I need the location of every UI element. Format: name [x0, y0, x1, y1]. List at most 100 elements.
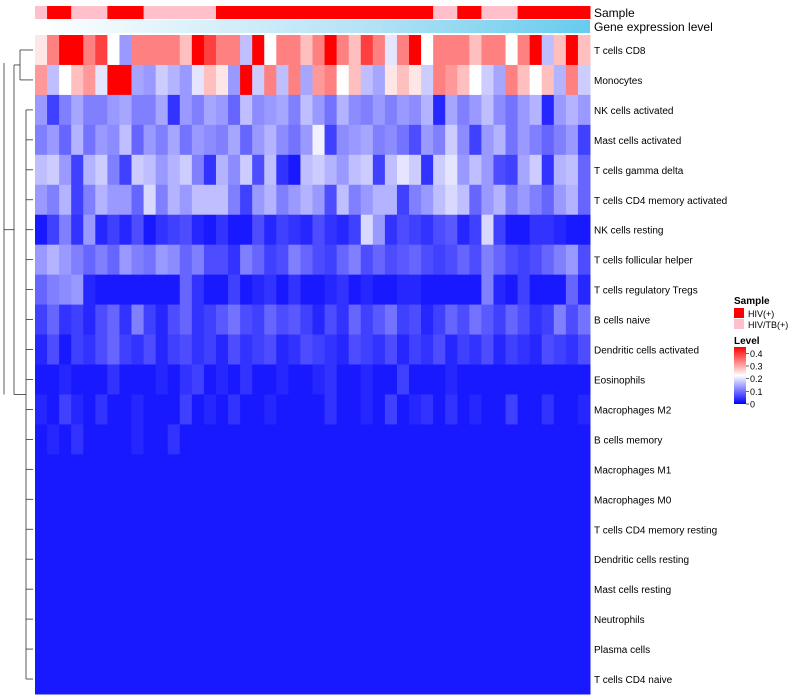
- heatmap-cell: [119, 304, 133, 336]
- heatmap-cell: [348, 304, 362, 336]
- heatmap-cell: [276, 514, 289, 545]
- heatmap-cell: [155, 124, 169, 156]
- row-label: Dendritic cells activated: [594, 346, 699, 357]
- heatmap-cell: [384, 664, 398, 695]
- heatmap-cell: [83, 124, 96, 156]
- heatmap-cell: [228, 334, 241, 365]
- heatmap-cell: [131, 424, 145, 455]
- heatmap-cell: [95, 454, 108, 485]
- heatmap-cell: [445, 514, 458, 545]
- heatmap-cell: [71, 304, 84, 336]
- sample-annotation-cell: [252, 6, 265, 19]
- row-label: T cells CD8: [594, 46, 646, 57]
- heatmap-cell: [372, 604, 386, 635]
- heatmap-cell: [59, 544, 72, 575]
- heatmap-cell: [143, 604, 157, 635]
- heatmap-cell: [288, 484, 301, 515]
- heatmap-cell: [553, 35, 567, 66]
- heatmap-cell: [324, 64, 338, 96]
- heatmap-cell: [203, 634, 217, 665]
- heatmap-cell: [372, 514, 386, 545]
- heatmap-cell: [541, 664, 555, 695]
- heatmap-cell: [95, 394, 108, 425]
- heatmap-cell: [481, 154, 494, 186]
- heatmap-cell: [324, 214, 338, 246]
- heatmap-cell: [457, 244, 470, 276]
- heatmap-cell: [409, 124, 422, 156]
- heatmap-cell: [360, 574, 374, 605]
- heatmap-cell: [457, 274, 470, 306]
- heatmap-cell: [240, 394, 253, 425]
- heatmap-cell: [71, 154, 84, 186]
- heatmap-cell: [107, 94, 120, 126]
- heatmap-cell: [191, 604, 205, 635]
- heatmap-cell: [143, 304, 157, 336]
- heatmap-cell: [553, 304, 567, 336]
- row-label: Mast cells activated: [594, 136, 681, 147]
- heatmap-cell: [324, 304, 338, 336]
- heatmap-cell: [35, 334, 48, 365]
- row-label: T cells CD4 naive: [594, 675, 673, 686]
- heatmap-cell: [457, 634, 470, 665]
- heatmap-cell: [445, 214, 458, 246]
- row-label: NK cells resting: [594, 226, 663, 237]
- row-label: T cells CD4 memory resting: [594, 525, 717, 536]
- sample-annotation-cell: [203, 6, 217, 19]
- heatmap-cell: [71, 484, 84, 515]
- heatmap-cell: [505, 514, 519, 545]
- heatmap-cell: [107, 634, 120, 665]
- heatmap-cell: [167, 214, 181, 246]
- heatmap-cell: [71, 364, 84, 395]
- heatmap-cell: [276, 364, 289, 395]
- heatmap-cell: [83, 154, 96, 186]
- heatmap-cell: [409, 544, 422, 575]
- heatmap-cell: [577, 454, 591, 485]
- heatmap-cell: [505, 544, 519, 575]
- sample-annotation-cell: [457, 6, 470, 19]
- heatmap-cell: [529, 514, 543, 545]
- heatmap-cell: [505, 424, 519, 455]
- heatmap-cell: [553, 274, 567, 306]
- heatmap-cell: [469, 304, 482, 336]
- heatmap-cell: [59, 364, 72, 395]
- heatmap-cell: [131, 304, 145, 336]
- heatmap-cell: [47, 334, 60, 365]
- heatmap-cell: [167, 394, 181, 425]
- heatmap-cell: [215, 634, 229, 665]
- heatmap-cell: [493, 124, 507, 156]
- heatmap-cell: [228, 184, 241, 216]
- heatmap-cell: [421, 484, 434, 515]
- heatmap-cell: [215, 334, 229, 365]
- heatmap-cell: [409, 634, 422, 665]
- heatmap-cell: [155, 244, 169, 276]
- heatmap-cell: [240, 94, 253, 126]
- heatmap-cell: [155, 64, 169, 96]
- heatmap-cell: [481, 364, 494, 395]
- heatmap-cell: [179, 124, 193, 156]
- sample-annotation-cell: [372, 6, 386, 19]
- heatmap-cell: [95, 514, 108, 545]
- heatmap-cell: [493, 484, 507, 515]
- heatmap-cell: [143, 484, 157, 515]
- heatmap-cell: [288, 35, 301, 66]
- heatmap-cell: [324, 334, 338, 365]
- heatmap-cell: [565, 274, 579, 306]
- heatmap-cell: [517, 154, 531, 186]
- heatmap-cell: [421, 154, 434, 186]
- heatmap-cell: [83, 514, 96, 545]
- heatmap-cell: [203, 484, 217, 515]
- heatmap-cell: [457, 94, 470, 126]
- heatmap-cell: [312, 484, 326, 515]
- heatmap-cell: [553, 424, 567, 455]
- heatmap-cell: [348, 364, 362, 395]
- heatmap-cell: [155, 394, 169, 425]
- heatmap-cell: [215, 274, 229, 306]
- heatmap-cell: [95, 244, 108, 276]
- heatmap-cell: [215, 35, 229, 66]
- heatmap-cell: [276, 574, 289, 605]
- heatmap-cell: [35, 154, 48, 186]
- heatmap-cell: [119, 454, 133, 485]
- heatmap-cell: [348, 454, 362, 485]
- heatmap-cell: [143, 334, 157, 365]
- heatmap-cell: [179, 604, 193, 635]
